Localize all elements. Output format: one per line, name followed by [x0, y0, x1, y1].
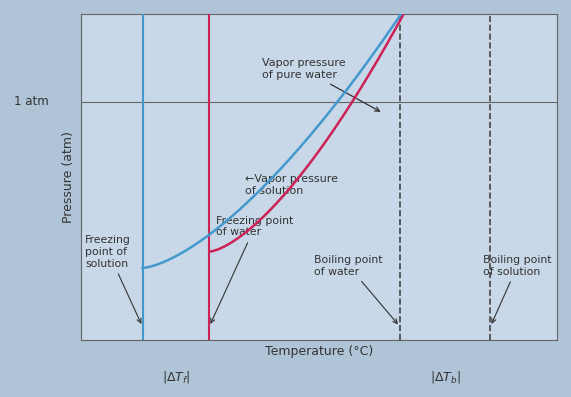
Text: Vapor pressure
of pure water: Vapor pressure of pure water — [262, 58, 380, 111]
Text: Freezing
point of
solution: Freezing point of solution — [85, 235, 141, 323]
Y-axis label: Pressure (atm): Pressure (atm) — [62, 131, 75, 223]
Text: Boiling point
of water: Boiling point of water — [314, 255, 397, 324]
Text: $|\Delta T_f|$: $|\Delta T_f|$ — [162, 369, 190, 385]
Text: $|\Delta T_b|$: $|\Delta T_b|$ — [429, 369, 461, 385]
Text: Freezing point
of water: Freezing point of water — [211, 216, 293, 323]
X-axis label: Temperature (°C): Temperature (°C) — [265, 345, 373, 358]
Text: 1 atm: 1 atm — [14, 95, 49, 108]
Text: Boiling point
of solution: Boiling point of solution — [483, 255, 552, 323]
Text: ←Vapor pressure
of solution: ←Vapor pressure of solution — [245, 174, 338, 196]
